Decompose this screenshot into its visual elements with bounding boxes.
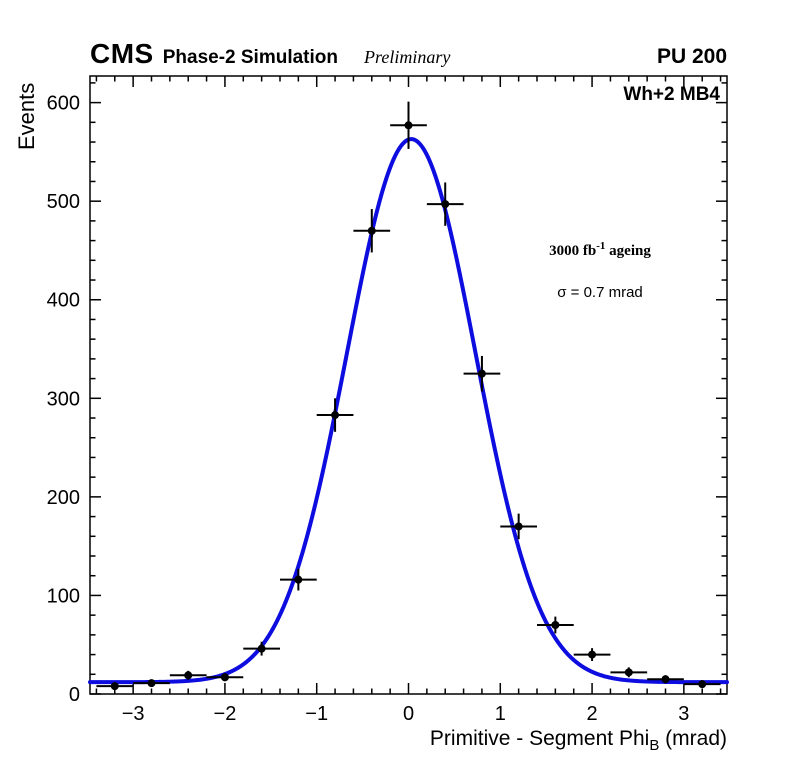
cms-logo-text: CMS <box>90 38 154 69</box>
data-points <box>96 101 721 691</box>
data-marker <box>441 200 450 209</box>
y-tick-label: 0 <box>69 684 80 706</box>
y-tick-label: 600 <box>47 93 80 115</box>
x-axis-title-units: (mrad) <box>659 727 727 750</box>
y-axis-title: Events <box>14 82 39 150</box>
x-tick-label: 3 <box>678 703 689 725</box>
preliminary-label: Preliminary <box>364 47 451 67</box>
data-marker <box>698 680 707 689</box>
luminosity-ageing-label: 3000 fb-1 ageing <box>505 240 695 260</box>
data-marker <box>404 121 413 130</box>
y-tick-label: 200 <box>47 487 80 509</box>
gaussian-fit-curve <box>88 137 729 685</box>
data-marker <box>184 671 193 680</box>
x-axis-title: Primitive - Segment PhiB (mrad) <box>430 727 727 754</box>
y-tick-label: 100 <box>47 585 80 607</box>
y-tick-label: 300 <box>47 388 80 410</box>
data-marker <box>220 673 229 682</box>
x-axis-title-subscript: B <box>649 737 660 755</box>
x-tick-label: −1 <box>305 703 328 725</box>
sigma-result-label: σ = 0.7 mrad <box>557 284 643 301</box>
y-tick-label: 400 <box>47 290 80 312</box>
x-tick-label: 2 <box>587 703 598 725</box>
chamber-label: Wh+2 MB4 <box>623 84 720 105</box>
lumi-prefix: 3000 fb <box>549 243 597 259</box>
axis-ticks <box>90 76 727 695</box>
lumi-suffix: ageing <box>605 243 651 259</box>
x-tick-label: 1 <box>495 703 506 725</box>
data-marker <box>624 668 633 677</box>
data-marker <box>147 679 156 688</box>
data-marker <box>294 575 303 584</box>
x-tick-label: −2 <box>214 703 237 725</box>
simulation-label: Phase-2 Simulation <box>162 47 339 68</box>
x-tick-label: 0 <box>403 703 414 725</box>
data-marker <box>551 621 560 630</box>
pileup-label: PU 200 <box>656 45 727 68</box>
data-marker <box>661 675 670 684</box>
x-axis-title-main: Primitive - Segment Phi <box>429 727 650 750</box>
data-marker <box>367 226 376 235</box>
data-marker <box>588 650 597 659</box>
x-tick-label: −3 <box>122 703 145 725</box>
plot-header: CMS Phase-2 Simulation Preliminary PU 20… <box>90 38 727 70</box>
lumi-exponent: -1 <box>596 240 606 252</box>
data-marker <box>331 411 340 420</box>
plot-frame <box>89 75 728 695</box>
axis-tick-labels: −3 −2 −1 0 1 2 3 0 100 200 300 400 500 600 <box>47 93 690 725</box>
y-tick-label: 500 <box>47 191 80 213</box>
data-marker <box>257 644 266 653</box>
data-marker <box>477 369 486 378</box>
data-marker <box>514 522 523 531</box>
data-marker <box>110 682 119 691</box>
